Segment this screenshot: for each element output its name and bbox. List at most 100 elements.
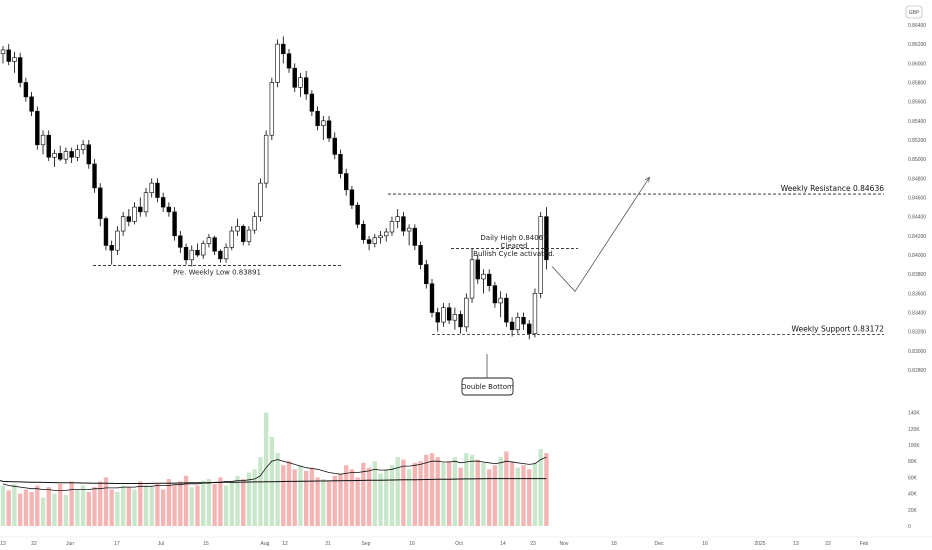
candle-body — [195, 249, 200, 256]
time-tick-label: 22 — [31, 541, 37, 547]
candle-body — [389, 221, 395, 233]
volume-bar — [160, 489, 166, 526]
volume-bar — [429, 453, 435, 526]
daily-high-annotation-line: Cleared — [501, 242, 528, 250]
volume-bar — [23, 489, 29, 526]
candle-body — [504, 297, 509, 323]
volume-bar — [252, 469, 257, 526]
price-axis[interactable]: GBP 0.86400 0.86200 0.86000 0.85800 0.85600 0.… — [905, 5, 926, 374]
volume-bar — [315, 477, 320, 526]
candle-body — [155, 182, 160, 198]
candle-body — [40, 134, 46, 146]
currency-badge — [905, 5, 923, 19]
volume-bar — [98, 481, 103, 526]
candle-body — [201, 243, 206, 256]
volume-bar — [401, 459, 406, 526]
prev-weekly-low-label: Pre. Weekly Low 0.83891 — [173, 268, 261, 276]
volume-bar — [446, 461, 452, 526]
candle-body — [315, 110, 320, 126]
price-tick-label: 0.83200 — [908, 330, 926, 336]
candle-body — [521, 316, 526, 325]
candle-body — [378, 235, 383, 239]
volume-bar — [178, 481, 183, 526]
volume-ma-short-line — [2, 456, 547, 491]
time-tick-label: Jul — [158, 541, 164, 547]
volume-bar — [372, 461, 377, 526]
price-tick-label: 0.85600 — [908, 100, 926, 106]
candle-body — [286, 53, 292, 69]
candle-body — [241, 225, 246, 242]
price-tick-label: 0.84200 — [908, 234, 926, 240]
candle — [458, 310, 463, 334]
candle — [63, 147, 69, 164]
candle-body — [309, 93, 315, 112]
volume-bar — [366, 467, 372, 526]
volume-bar — [487, 469, 492, 526]
candle-body — [172, 211, 177, 237]
time-tick-label: 15 — [203, 541, 209, 547]
volume-bar — [201, 480, 206, 526]
candle-body — [515, 316, 520, 331]
candle-body — [258, 182, 263, 217]
candle-body — [429, 283, 435, 313]
candle-body — [109, 245, 114, 251]
candle-body — [212, 237, 217, 252]
volume-bar — [384, 469, 389, 526]
time-tick-label: Nov — [560, 541, 569, 547]
time-tick-label: 16 — [409, 541, 415, 547]
candle — [115, 226, 120, 255]
candle — [395, 209, 400, 229]
volume-bar — [338, 474, 343, 526]
candle — [132, 202, 137, 225]
time-tick-label: Oct — [455, 541, 463, 547]
volume-bar — [40, 497, 46, 526]
time-axis[interactable]: 13 22 Jun 17 Jul 15 Aug 12 21 Sep 16 Oct 14 23 Nov 18 De… — [0, 536, 932, 547]
volume-bar — [395, 457, 400, 526]
candle — [361, 220, 366, 244]
daily-high-annotation-line: Bullish Cycle activated. — [473, 250, 555, 258]
volume-bar — [17, 493, 23, 526]
candle — [509, 317, 515, 337]
candle — [292, 63, 297, 93]
price-tick-label: 0.86400 — [908, 23, 926, 29]
candle — [92, 159, 97, 193]
volume-bar — [469, 454, 475, 526]
candle — [229, 226, 234, 251]
candle — [143, 187, 149, 217]
volume-tick-label: 20K — [908, 508, 918, 514]
candle-body — [92, 163, 97, 189]
candle-body — [178, 235, 183, 248]
price-tick-label: 0.85400 — [908, 119, 926, 125]
price-tick-label: 0.83800 — [908, 272, 926, 278]
time-tick-label: Dec — [655, 541, 664, 547]
price-tick-label: 0.86000 — [908, 61, 926, 67]
time-tick-label: 13 — [793, 541, 799, 547]
candle — [372, 233, 377, 248]
volume-bar — [498, 457, 503, 526]
volume-bar — [189, 487, 194, 526]
candle-body — [406, 227, 412, 232]
candle — [269, 77, 275, 140]
volume-bar — [458, 467, 463, 526]
volume-bar — [212, 483, 217, 526]
candle-body — [349, 189, 355, 206]
volume-bar — [344, 465, 349, 526]
candle — [315, 106, 320, 131]
volume-tick-label: 60K — [908, 475, 918, 481]
candle-body — [218, 250, 223, 260]
candle-body — [458, 314, 463, 328]
candle — [538, 211, 543, 299]
volume-bar — [58, 483, 63, 526]
candle — [52, 149, 57, 167]
candle-body — [298, 77, 303, 88]
volume-bar — [223, 485, 229, 526]
candle — [492, 281, 498, 308]
daily-high-annotation-line: Daily High 0.84067 — [480, 234, 547, 242]
candle — [298, 72, 303, 97]
volume-bar — [349, 469, 355, 526]
volume-bar — [326, 481, 332, 526]
candle — [406, 224, 412, 246]
candle-body — [0, 49, 6, 55]
